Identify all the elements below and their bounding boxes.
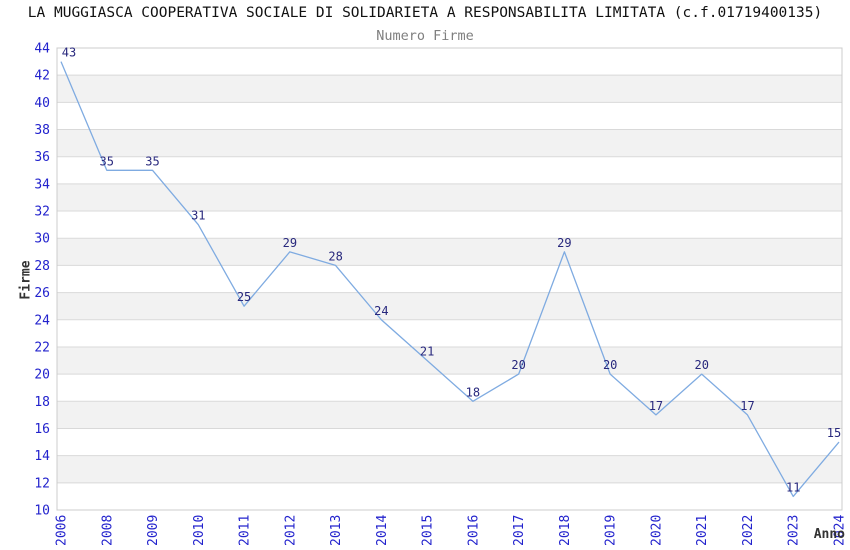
plot-band: [57, 183, 842, 212]
plot-band: [57, 428, 842, 456]
point-label: 11: [786, 480, 800, 494]
point-label: 20: [603, 358, 617, 372]
y-tick-label: 26: [34, 286, 50, 301]
plot-band: [57, 346, 842, 375]
plot-band: [57, 129, 842, 157]
y-tick-label: 30: [34, 232, 50, 247]
plot-band: [57, 102, 842, 130]
point-label: 20: [511, 358, 525, 372]
y-tick-label: 10: [34, 504, 50, 519]
x-tick-label: 2022: [741, 515, 756, 546]
y-tick-label: 28: [34, 259, 50, 274]
y-axis-label: Firme: [18, 260, 34, 300]
point-label: 28: [328, 249, 342, 263]
y-tick-label: 18: [34, 395, 50, 410]
y-tick-label: 42: [34, 69, 50, 84]
series-line: [60, 61, 840, 498]
plot-band: [57, 48, 842, 76]
y-tick-label: 12: [34, 476, 50, 491]
chart-title: LA MUGGIASCA COOPERATIVA SOCIALE DI SOLI…: [27, 5, 823, 21]
plot-band: [57, 401, 842, 429]
plot-band: [57, 75, 842, 103]
y-tick-label: 16: [34, 422, 50, 437]
x-tick-label: 2017: [512, 515, 527, 546]
y-tick-label: 32: [34, 205, 50, 220]
plot-band: [57, 211, 842, 239]
point-label: 43: [62, 46, 76, 60]
plot-band: [57, 482, 842, 510]
point-label: 24: [374, 304, 388, 318]
y-tick-label: 14: [34, 449, 50, 464]
plot-band: [57, 292, 842, 320]
y-tick-label: 22: [34, 340, 50, 355]
plot-band: [57, 319, 842, 347]
y-tick-label: 38: [34, 123, 50, 138]
x-tick-label: 2011: [238, 515, 253, 546]
plot-band: [57, 455, 842, 483]
x-tick-label: 2018: [558, 515, 573, 546]
x-tick-label: 2014: [375, 515, 390, 546]
plot-border: [56, 47, 843, 511]
x-tick-label: 2024: [833, 515, 848, 546]
chart-subtitle: Numero Firme: [376, 28, 474, 44]
y-tick-label: 36: [34, 150, 50, 165]
point-label: 35: [145, 154, 159, 168]
y-tick-label: 40: [34, 96, 50, 111]
x-tick-label: 2020: [649, 515, 664, 546]
point-label: 21: [420, 345, 434, 359]
point-label: 20: [694, 358, 708, 372]
x-tick-label: 2012: [283, 515, 298, 546]
point-label: 29: [557, 236, 571, 250]
y-tick-label: 44: [34, 42, 50, 57]
x-axis-label: Anno: [813, 527, 845, 542]
x-tick-label: 2006: [55, 515, 70, 546]
point-label: 29: [283, 236, 297, 250]
point-label: 17: [740, 399, 754, 413]
point-label: 18: [466, 385, 480, 399]
point-label: 17: [649, 399, 663, 413]
y-tick-label: 20: [34, 368, 50, 383]
x-tick-label: 2019: [604, 515, 619, 546]
x-tick-label: 2010: [192, 515, 207, 546]
plot-band: [57, 238, 842, 266]
plot-band: [57, 374, 842, 402]
x-tick-label: 2021: [695, 515, 710, 546]
plot-band: [57, 156, 842, 184]
y-tick-label: 34: [34, 177, 50, 192]
point-label: 35: [100, 154, 114, 168]
x-tick-label: 2015: [421, 515, 436, 546]
plot-band: [57, 265, 842, 293]
x-tick-label: 2016: [466, 515, 481, 546]
x-tick-label: 2023: [787, 515, 802, 546]
y-tick-label: 24: [34, 313, 50, 328]
point-label: 31: [191, 209, 205, 223]
x-tick-label: 2013: [329, 515, 344, 546]
x-tick-label: 2008: [100, 515, 115, 546]
point-label: 25: [237, 290, 251, 304]
point-label: 15: [827, 426, 841, 440]
x-tick-label: 2009: [146, 515, 161, 546]
